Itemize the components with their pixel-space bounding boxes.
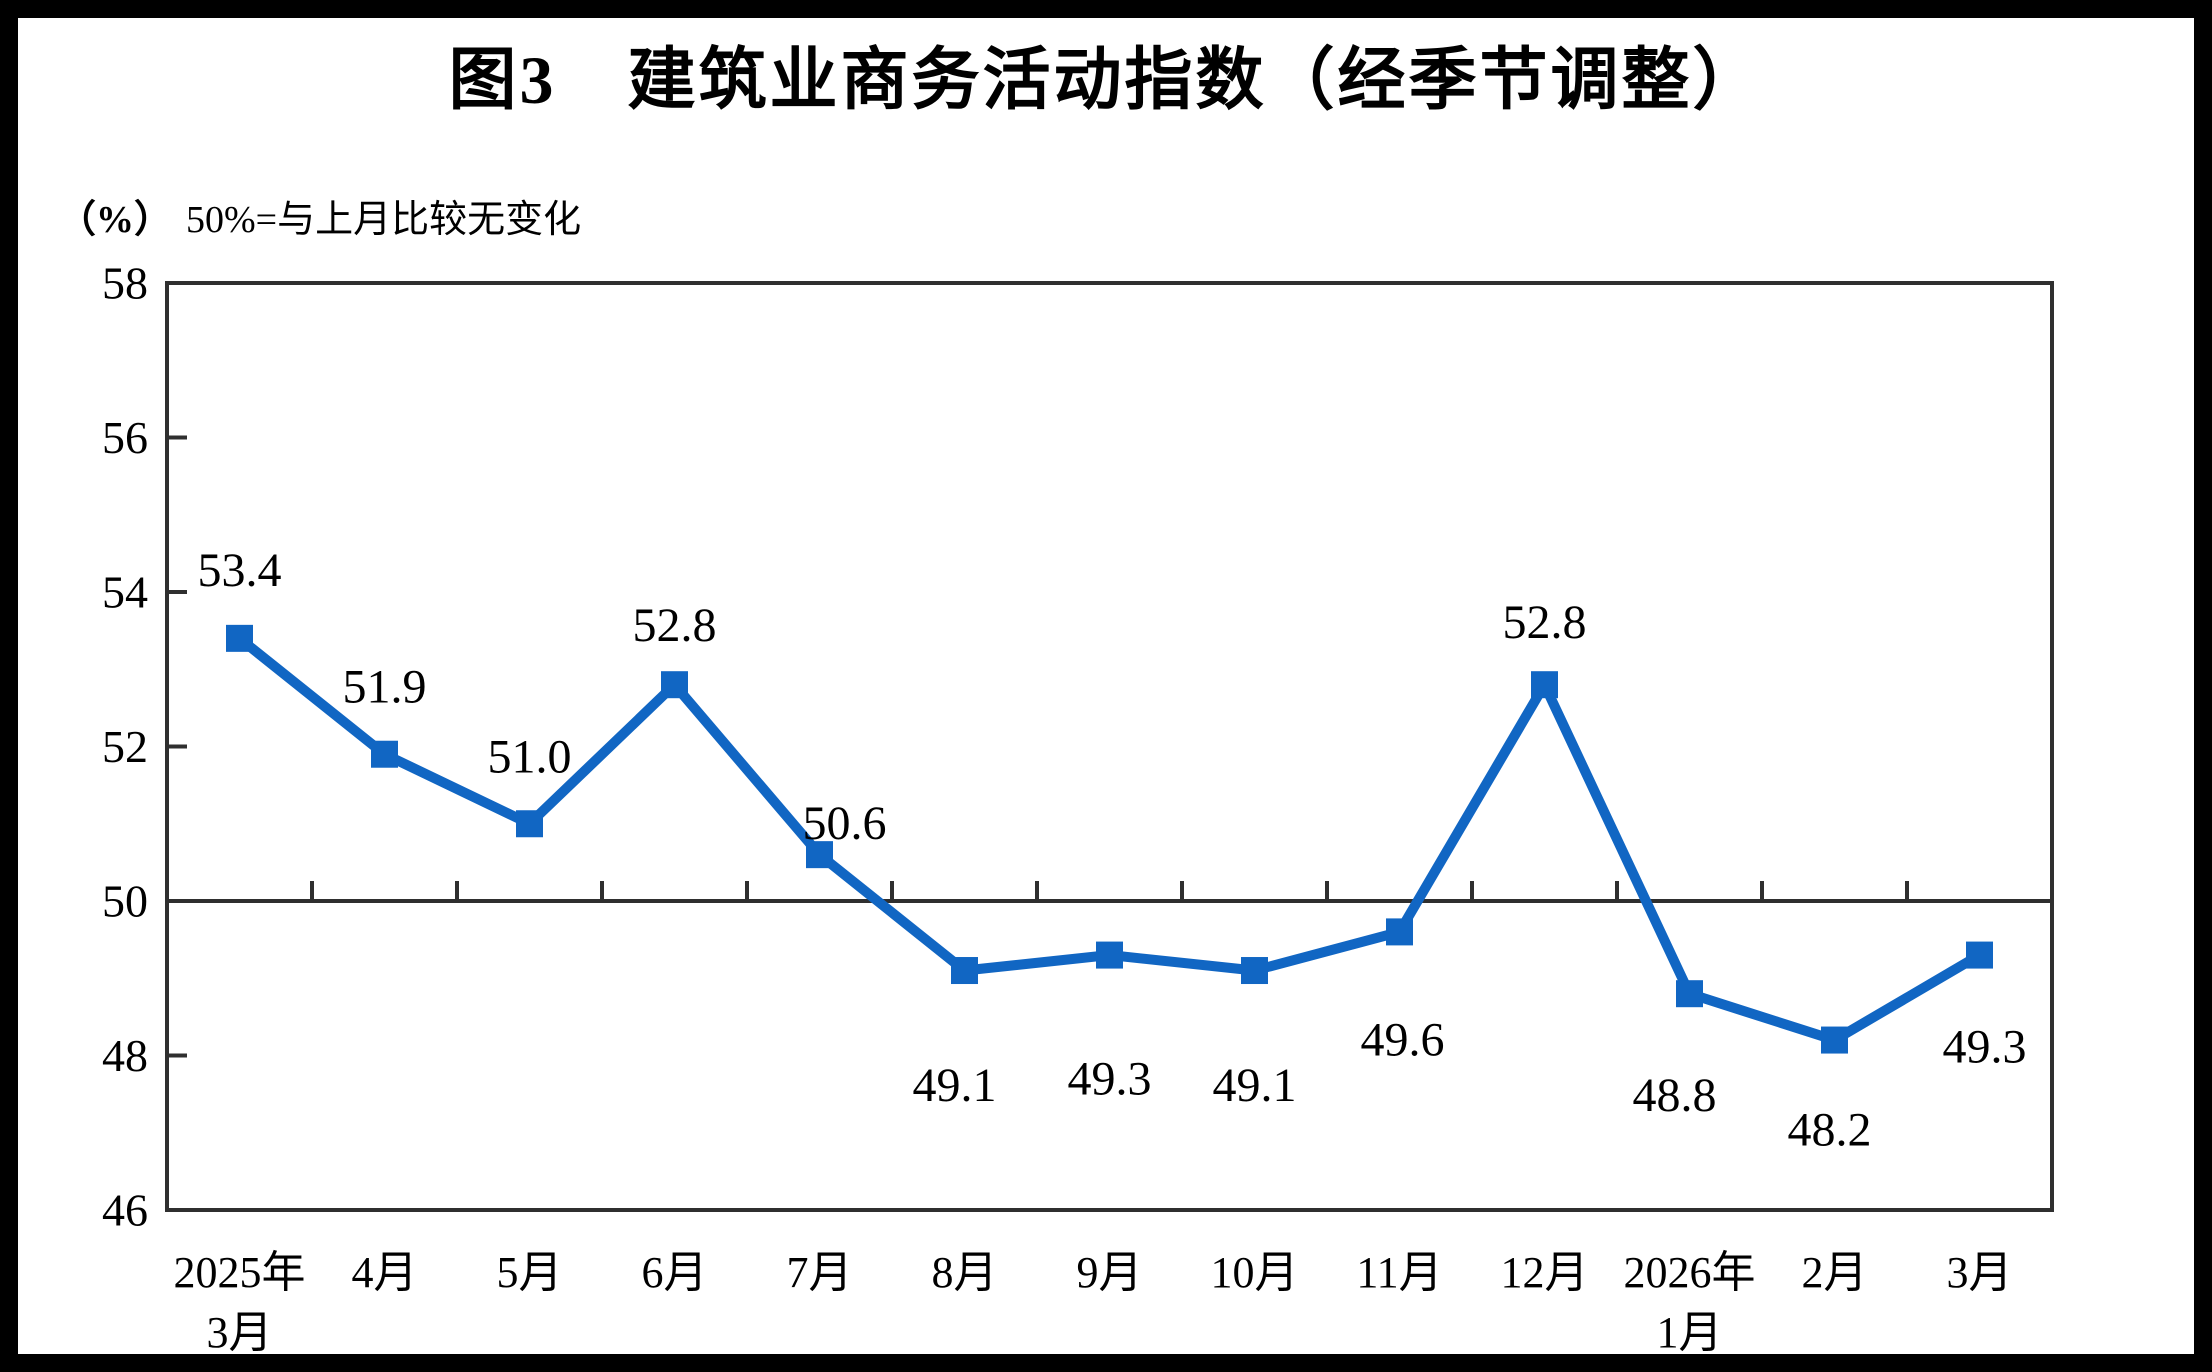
series-line bbox=[236, 634, 1983, 1046]
data-point-label: 52.8 bbox=[1503, 596, 1587, 649]
data-point-label: 48.2 bbox=[1788, 1104, 1872, 1157]
x-axis-label: 7月 bbox=[787, 1248, 853, 1297]
x-axis-label: 3月 bbox=[1947, 1248, 2013, 1297]
data-point-label: 49.3 bbox=[1068, 1053, 1152, 1106]
data-point-marker bbox=[1386, 918, 1413, 946]
data-point-marker bbox=[371, 740, 398, 768]
x-axis-label: 2025年 3月 bbox=[174, 1248, 306, 1357]
data-point-marker bbox=[1966, 941, 1993, 969]
data-point-label: 49.1 bbox=[913, 1059, 997, 1112]
data-point-marker bbox=[1096, 941, 1123, 969]
data-point-marker bbox=[951, 957, 978, 985]
data-point-marker bbox=[806, 841, 833, 869]
x-axis-label: 8月 bbox=[932, 1248, 998, 1297]
y-axis-label: 52 bbox=[102, 721, 148, 772]
x-axis-label: 2月 bbox=[1802, 1248, 1868, 1297]
x-axis-label: 12月 bbox=[1501, 1248, 1589, 1297]
x-axis-label: 5月 bbox=[497, 1248, 563, 1297]
data-point-label: 52.8 bbox=[633, 599, 717, 652]
data-point-marker bbox=[1241, 957, 1268, 985]
data-point-label: 50.6 bbox=[803, 797, 887, 850]
x-axis-label: 9月 bbox=[1077, 1248, 1143, 1297]
data-point-marker bbox=[661, 671, 688, 699]
data-point-marker bbox=[516, 810, 543, 838]
data-point-label: 53.4 bbox=[198, 544, 282, 597]
y-axis-label: 48 bbox=[102, 1030, 148, 1081]
x-axis-label: 4月 bbox=[352, 1248, 418, 1297]
x-axis-label: 10月 bbox=[1211, 1248, 1299, 1297]
y-axis-label: 50 bbox=[102, 876, 148, 927]
y-axis-label: 54 bbox=[102, 567, 148, 618]
data-point-label: 49.6 bbox=[1361, 1013, 1445, 1066]
data-point-label: 48.8 bbox=[1633, 1069, 1717, 1122]
data-point-label: 49.3 bbox=[1943, 1021, 2027, 1074]
y-axis-label: 56 bbox=[102, 412, 148, 463]
x-axis-label: 2026年 1月 bbox=[1624, 1248, 1756, 1357]
data-point-label: 49.1 bbox=[1213, 1059, 1297, 1112]
data-point-label: 51.9 bbox=[343, 661, 427, 714]
y-axis-label: 46 bbox=[102, 1185, 148, 1236]
x-axis-label: 11月 bbox=[1356, 1248, 1442, 1297]
axis-unit-note: （%） 50%=与上月比较无变化 bbox=[58, 188, 581, 243]
y-axis-label: 58 bbox=[102, 258, 148, 309]
page-title: 图3 建筑业商务活动指数（经季节调整） bbox=[448, 42, 1764, 118]
unit-percent-label: （%） bbox=[58, 199, 173, 241]
data-point-marker bbox=[1676, 980, 1703, 1008]
data-point-marker bbox=[1821, 1026, 1848, 1054]
data-point-marker bbox=[1531, 671, 1558, 699]
reference-explainer-label: 50%=与上月比较无变化 bbox=[186, 199, 582, 241]
data-point-marker bbox=[226, 624, 253, 652]
x-axis-label: 6月 bbox=[642, 1248, 708, 1297]
data-point-label: 51.0 bbox=[488, 730, 572, 783]
